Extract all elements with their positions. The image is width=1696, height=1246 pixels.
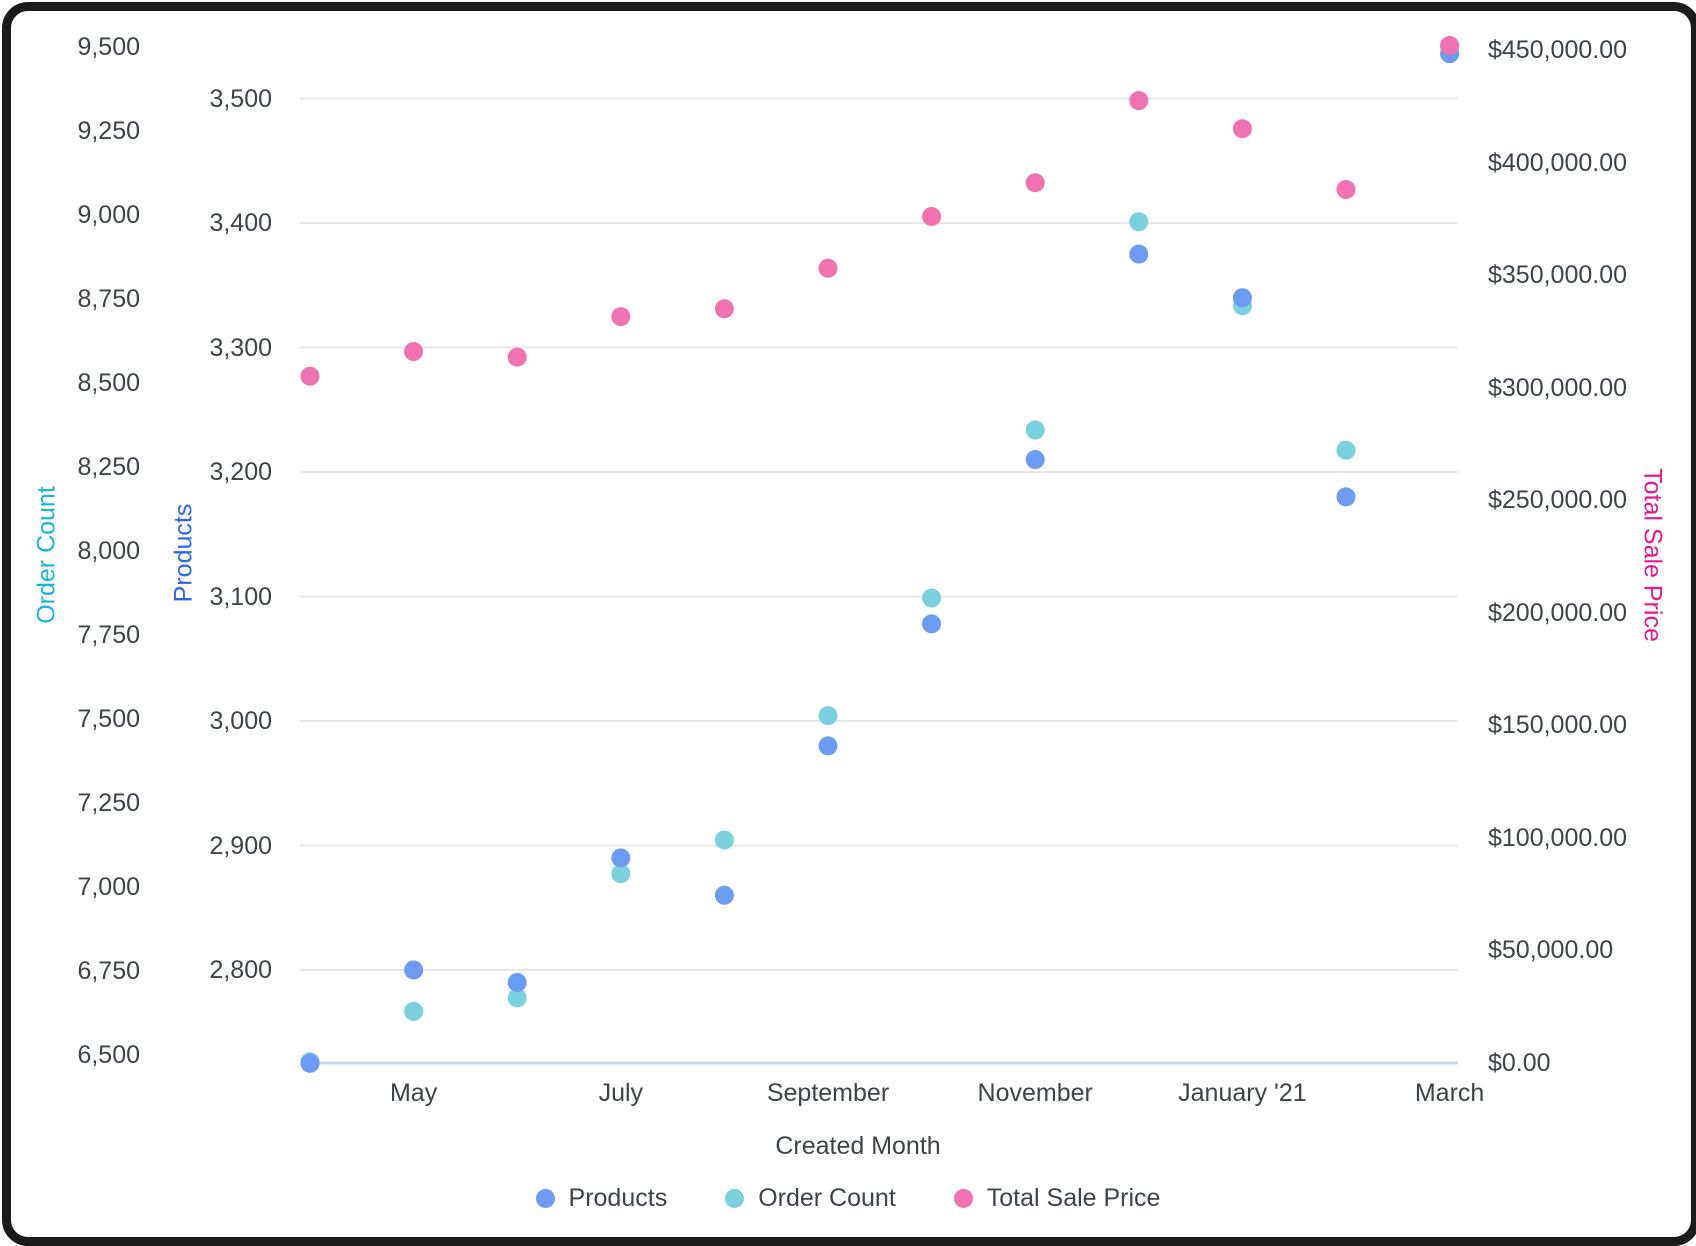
legend-item-order-count[interactable]: Order Count — [725, 1184, 896, 1213]
total-sale-price-tick-$400,000.00: $400,000.00 — [1488, 148, 1628, 177]
legend-dot-products — [535, 1188, 555, 1208]
data-point-total_sale_price-March[interactable] — [1440, 36, 1460, 55]
order-count-tick-7,750: 7,750 — [77, 621, 140, 649]
x-tick-July: July — [598, 1079, 644, 1107]
data-point-products-January '21[interactable] — [1232, 288, 1252, 308]
x-tick-September: September — [766, 1079, 890, 1107]
data-point-products-July[interactable] — [611, 848, 631, 868]
data-point-order_count-May[interactable] — [404, 1001, 424, 1021]
total-sale-price-tick-$450,000.00: $450,000.00 — [1488, 36, 1628, 64]
order-count-tick-7,000: 7,000 — [77, 873, 140, 901]
data-point-order_count-December[interactable] — [1129, 212, 1149, 232]
x-tick-May: May — [389, 1079, 438, 1107]
data-point-total_sale_price-December[interactable] — [1129, 91, 1149, 111]
order-count-tick-8,750: 8,750 — [77, 285, 140, 313]
total-sale-price-tick-$250,000.00: $250,000.00 — [1488, 486, 1628, 514]
products-tick-2,800: 2,800 — [209, 956, 272, 984]
order-count-tick-8,000: 8,000 — [77, 537, 140, 565]
total-sale-price-tick-$50,000.00: $50,000.00 — [1488, 936, 1614, 964]
legend-label: Order Count — [758, 1183, 896, 1212]
products-tick-3,500: 3,500 — [209, 84, 272, 113]
data-point-total_sale_price-November[interactable] — [1025, 173, 1045, 193]
data-point-total_sale_price-August[interactable] — [714, 299, 734, 319]
data-point-products-October[interactable] — [922, 614, 942, 634]
data-point-order_count-October[interactable] — [922, 588, 942, 608]
data-point-products-June[interactable] — [507, 972, 527, 992]
total-sale-price-tick-$200,000.00: $200,000.00 — [1488, 598, 1628, 627]
products-tick-3,400: 3,400 — [209, 209, 272, 237]
data-point-products-August[interactable] — [714, 885, 734, 905]
order-count-tick-8,250: 8,250 — [77, 453, 140, 481]
data-point-total_sale_price-May[interactable] — [404, 342, 424, 361]
products-tick-3,200: 3,200 — [209, 458, 272, 486]
data-point-products-February[interactable] — [1336, 487, 1356, 507]
data-point-products-May[interactable] — [404, 960, 424, 980]
legend-item-products[interactable]: Products — [535, 1183, 668, 1213]
data-point-products-December[interactable] — [1129, 244, 1149, 264]
data-point-products-November[interactable] — [1025, 450, 1045, 470]
order-count-tick-6,500: 6,500 — [77, 1041, 140, 1069]
total-sale-price-tick-$300,000.00: $300,000.00 — [1488, 373, 1628, 402]
order-count-tick-7,250: 7,250 — [77, 789, 140, 817]
total-sale-price-tick-$350,000.00: $350,000.00 — [1488, 261, 1628, 289]
x-tick-November: November — [977, 1079, 1093, 1107]
data-point-total_sale_price-January '21[interactable] — [1232, 119, 1252, 139]
data-point-total_sale_price-June[interactable] — [507, 347, 527, 367]
data-point-products-September[interactable] — [818, 736, 838, 756]
x-tick-March: March — [1414, 1079, 1485, 1107]
chart-legend: Products Order Count Total Sale Price — [0, 1180, 1696, 1216]
legend-item-total-sale-price[interactable]: Total Sale Price — [953, 1183, 1161, 1213]
data-point-total_sale_price-September[interactable] — [818, 258, 838, 278]
total-sale-price-tick-$0.00: $0.00 — [1488, 1048, 1551, 1077]
products-tick-2,900: 2,900 — [209, 831, 272, 860]
data-point-order_count-September[interactable] — [818, 706, 838, 726]
data-point-order_count-July[interactable] — [611, 864, 631, 884]
data-point-total_sale_price-April[interactable] — [300, 366, 320, 386]
data-point-total_sale_price-July[interactable] — [611, 307, 631, 327]
products-tick-3,300: 3,300 — [209, 333, 272, 362]
legend-label: Total Sale Price — [986, 1183, 1161, 1212]
data-point-total_sale_price-October[interactable] — [922, 207, 942, 226]
data-point-order_count-August[interactable] — [714, 830, 734, 850]
order-count-tick-6,750: 6,750 — [77, 957, 140, 985]
data-point-order_count-February[interactable] — [1336, 440, 1356, 460]
data-point-order_count-November[interactable] — [1025, 420, 1045, 440]
legend-label: Products — [568, 1183, 668, 1212]
total-sale-price-tick-$100,000.00: $100,000.00 — [1488, 823, 1628, 852]
legend-dot-order-count — [725, 1188, 745, 1208]
order-count-tick-9,250: 9,250 — [77, 117, 140, 145]
products-axis-title: Products — [169, 503, 198, 603]
data-point-total_sale_price-February[interactable] — [1336, 180, 1356, 199]
products-tick-3,000: 3,000 — [209, 707, 272, 735]
products-tick-3,100: 3,100 — [209, 582, 272, 611]
order-count-tick-9,000: 9,000 — [77, 201, 140, 229]
legend-dot-total-sale-price — [953, 1188, 973, 1208]
order-count-tick-9,500: 9,500 — [77, 33, 140, 61]
total-sale-price-tick-$150,000.00: $150,000.00 — [1488, 711, 1628, 739]
order-count-tick-8,500: 8,500 — [77, 369, 140, 397]
x-tick-January '21: January '21 — [1178, 1079, 1307, 1107]
total-sale-price-axis-title: Total Sale Price — [1638, 468, 1667, 642]
data-point-order_count-June[interactable] — [507, 988, 527, 1008]
data-point-products-April[interactable] — [300, 1053, 320, 1073]
order-count-axis-title: Order Count — [32, 486, 61, 624]
order-count-tick-7,500: 7,500 — [77, 705, 140, 733]
x-axis-title: Created Month — [775, 1132, 941, 1160]
